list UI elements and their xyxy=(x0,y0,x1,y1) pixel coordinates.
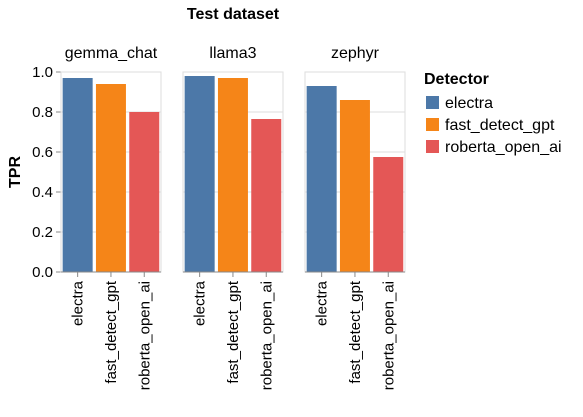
chart-title: Test dataset xyxy=(187,6,280,23)
y-axis-title: TPR xyxy=(7,156,24,188)
x-tick-label: fast_detect_gpt xyxy=(347,280,364,383)
legend-title: Detector xyxy=(424,71,489,88)
facet-title: zephyr xyxy=(331,45,380,62)
legend-item-electra: electra xyxy=(426,95,493,112)
bar-llama3-roberta_open_ai xyxy=(251,119,282,272)
legend-items: electra fast_detect_gpt roberta_open_ai xyxy=(426,95,562,156)
bar-gemma_chat-roberta_open_ai xyxy=(129,112,160,272)
x-tick-label: roberta_open_ai xyxy=(258,281,275,390)
x-tick-label: roberta_open_ai xyxy=(136,281,153,390)
legend-label: roberta_open_ai xyxy=(445,139,562,156)
bar-gemma_chat-fast_detect_gpt xyxy=(95,84,126,272)
y-tick-label: 0.2 xyxy=(32,224,53,241)
legend-item-fast_detect_gpt: fast_detect_gpt xyxy=(426,117,555,134)
y-axis: 0.0 0.2 0.4 0.6 0.8 1.0 xyxy=(32,64,62,281)
facet-title: llama3 xyxy=(209,45,256,62)
legend-label: electra xyxy=(445,95,493,112)
legend-swatch xyxy=(426,118,439,131)
bar-llama3-electra xyxy=(184,76,215,272)
x-tick-label: electra xyxy=(192,280,209,326)
x-tick-label: fast_detect_gpt xyxy=(225,280,242,383)
x-tick-label: electra xyxy=(70,280,87,326)
x-tick-label: roberta_open_ai xyxy=(380,281,397,390)
bar-zephyr-electra xyxy=(306,86,337,272)
legend-item-roberta_open_ai: roberta_open_ai xyxy=(426,139,562,156)
y-tick-label: 0.0 xyxy=(32,264,53,281)
legend: Detector electra fast_detect_gpt roberta_o… xyxy=(424,71,562,156)
bar-zephyr-roberta_open_ai xyxy=(373,157,404,272)
bar-zephyr-fast_detect_gpt xyxy=(339,100,370,272)
y-tick-label: 0.8 xyxy=(32,104,53,121)
y-tick-label: 0.4 xyxy=(32,184,53,201)
y-tick-label: 1.0 xyxy=(32,64,53,81)
legend-label: fast_detect_gpt xyxy=(445,117,555,134)
facet-zephyr: zephyr electra fast_detect_gpt roberta_open… xyxy=(304,45,406,390)
legend-swatch xyxy=(426,140,439,153)
x-tick-label: electra xyxy=(314,280,331,326)
legend-swatch xyxy=(426,96,439,109)
facet-title: gemma_chat xyxy=(65,45,158,62)
bar-gemma_chat-electra xyxy=(62,78,93,272)
bar-llama3-fast_detect_gpt xyxy=(217,78,248,272)
x-tick-label: fast_detect_gpt xyxy=(103,280,120,383)
facet-llama3: llama3 electra fast_detect_gpt roberta_open… xyxy=(182,45,284,390)
y-tick-label: 0.6 xyxy=(32,144,53,161)
